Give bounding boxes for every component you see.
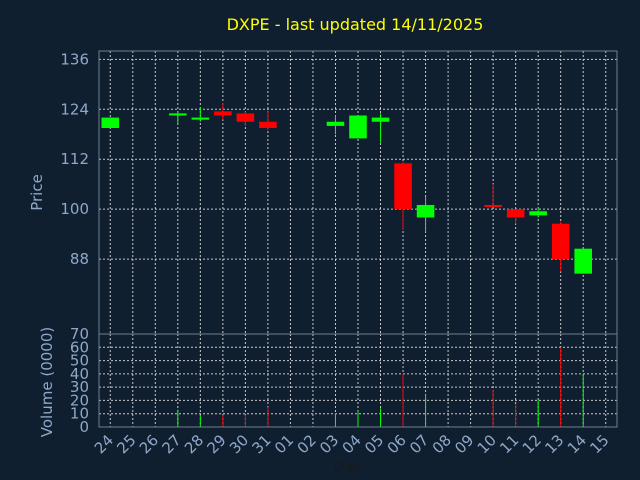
price-tick-label: 88 [70,250,89,268]
volume-tick-label: 70 [70,325,89,343]
candle-body [551,223,570,260]
volume-tick-label: 10 [70,405,89,423]
marks-layer [101,103,593,427]
candle-body [574,248,593,274]
chart-title: DXPE - last updated 14/11/2025 [227,15,484,34]
volume-panel-frame [98,333,618,428]
candle-body [101,117,120,128]
price-tick-label: 124 [60,100,89,118]
candle-body [371,117,390,122]
price-tick-label: 112 [60,150,89,168]
candle-body [259,121,277,128]
candle-body [191,117,210,120]
candle-body [484,204,502,208]
candle-body [236,113,255,122]
candle-body [214,111,232,116]
price-tick-label: 100 [60,200,89,218]
tick-layer: 1361241121008870605040302010024252627282… [60,50,612,457]
candle-body [416,204,435,218]
candle-body [349,115,367,139]
candle-body [394,163,412,210]
volume-tick-label: 40 [70,365,89,383]
price-tick-label: 136 [60,50,89,68]
volume-tick-label: 60 [70,338,89,356]
volume-tick-label: 0 [79,418,89,436]
candle-body [529,211,547,216]
volume-tick-label: 50 [70,352,89,370]
candle-body [506,209,525,218]
grid-layer [99,51,617,428]
volume-tick-label: 20 [70,391,89,409]
volume-axis-label: Volume (0000) [38,327,56,437]
volume-tick-label: 30 [70,378,89,396]
candle-body [169,113,187,116]
x-tick-label: 15 [586,431,612,457]
x-axis-label: Day [333,458,363,476]
frame-layer [98,50,618,428]
candle-body [326,121,345,126]
price-axis-label: Price [28,174,46,211]
